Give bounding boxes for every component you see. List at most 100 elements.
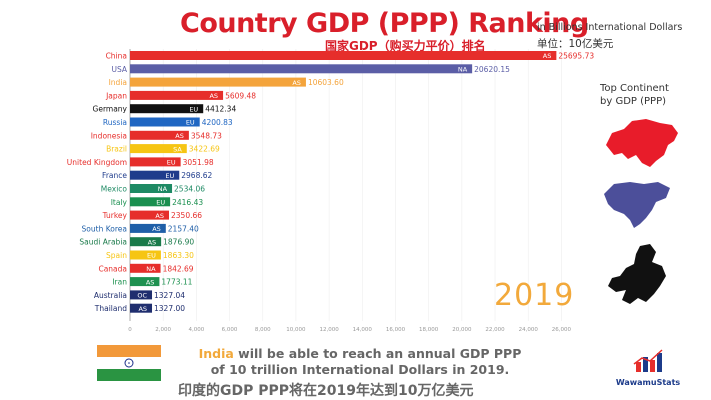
india-flag-icon xyxy=(97,345,161,381)
continent-code-label: EU xyxy=(167,159,176,167)
bar-canada xyxy=(130,263,161,273)
x-tick-label: 0 xyxy=(128,327,132,333)
bar-russia xyxy=(130,117,200,127)
continent-code-label: AS xyxy=(175,132,184,140)
category-label: Mexico xyxy=(101,185,128,194)
category-label: Turkey xyxy=(102,211,128,220)
bar-australia xyxy=(130,290,153,300)
category-label: USA xyxy=(111,65,127,74)
continent-code-label: AS xyxy=(292,79,301,87)
x-tick-label: 18,000 xyxy=(419,327,439,333)
asia-map-icon xyxy=(606,119,678,167)
bar-italy xyxy=(130,197,171,207)
x-tick-label: 6,000 xyxy=(222,327,238,333)
footer-text: will be able to reach an annual GDP PPP … xyxy=(210,346,522,377)
continent-code-label: EU xyxy=(147,252,156,260)
value-label: 2534.06 xyxy=(174,185,205,194)
continent-code-label: AS xyxy=(543,52,552,60)
category-label: Russia xyxy=(103,118,127,127)
value-label: 3051.98 xyxy=(183,158,214,167)
logo-text: WawamuStats xyxy=(615,378,681,387)
value-label: 1863.30 xyxy=(163,251,194,260)
bar-united-kingdom xyxy=(130,157,181,167)
bar-mexico xyxy=(130,184,173,193)
value-label: 20620.15 xyxy=(474,65,510,74)
footer-caption-cn: 印度的GDP PPP将在2019年达到10万亿美元 xyxy=(178,383,474,399)
logo-chart-icon xyxy=(633,349,663,372)
x-tick-label: 14,000 xyxy=(353,327,373,333)
chart-title: Country GDP (PPP) Ranking xyxy=(180,8,589,39)
category-label: Indonesia xyxy=(91,131,127,140)
bar-usa xyxy=(130,64,473,74)
x-tick-label: 16,000 xyxy=(386,327,406,333)
continent-code-label: EU xyxy=(189,105,198,113)
x-tick-label: 24,000 xyxy=(519,327,539,333)
value-label: 2968.62 xyxy=(181,171,212,180)
north-america-map-icon xyxy=(604,182,670,228)
bar-spain xyxy=(130,250,161,260)
x-tick-label: 20,000 xyxy=(452,327,472,333)
category-label: Saudi Arabia xyxy=(79,238,127,247)
value-label: 1327.00 xyxy=(154,304,185,313)
continent-code-label: NA xyxy=(158,185,168,193)
x-tick-label: 26,000 xyxy=(552,327,572,333)
bar-saudi-arabia xyxy=(130,237,162,247)
continent-code-label: NA xyxy=(458,66,468,74)
value-label: 3422.69 xyxy=(189,145,220,154)
category-label: Thailand xyxy=(94,304,127,313)
europe-map-icon xyxy=(608,244,666,304)
category-label: Spain xyxy=(106,251,127,260)
bar-south-korea xyxy=(130,223,166,233)
category-label: India xyxy=(109,78,127,87)
value-label: 1327.04 xyxy=(154,291,185,300)
category-label: China xyxy=(106,52,127,61)
value-label: 25695.73 xyxy=(558,52,594,61)
continent-code-label: AS xyxy=(155,212,164,220)
unit-label-cn: 单位：10亿美元 xyxy=(537,38,614,50)
continent-code-label: NA xyxy=(146,265,156,273)
value-label: 4200.83 xyxy=(202,118,233,127)
value-label: 1842.69 xyxy=(163,264,194,273)
bar-france xyxy=(130,170,180,180)
category-label: Canada xyxy=(98,264,127,273)
continent-code-label: SA xyxy=(173,145,182,153)
continent-code-label: EU xyxy=(186,119,195,127)
category-label: Germany xyxy=(93,105,128,114)
continent-code-label: AS xyxy=(138,305,147,313)
bar-germany xyxy=(130,104,204,114)
continent-code-label: AS xyxy=(209,92,218,100)
continent-code-label: AS xyxy=(152,225,161,233)
bar-brazil xyxy=(130,144,187,154)
unit-label: in Billions International Dollars xyxy=(537,22,683,33)
x-tick-label: 4,000 xyxy=(188,327,204,333)
year-label: 2019 xyxy=(494,278,575,313)
bar-japan xyxy=(130,90,224,100)
bar-thailand xyxy=(130,303,153,313)
category-label: Australia xyxy=(94,291,127,300)
continent-code-label: EU xyxy=(156,199,165,207)
x-tick-label: 10,000 xyxy=(286,327,306,333)
value-label: 1876.90 xyxy=(163,238,194,247)
bar-china xyxy=(130,51,557,60)
bar-indonesia xyxy=(130,130,189,140)
continent-code-label: EU xyxy=(165,172,174,180)
category-label: Iran xyxy=(112,278,127,287)
continent-code-label: OC xyxy=(137,292,147,300)
logo: WawamuStats xyxy=(613,348,683,387)
bar-turkey xyxy=(130,210,170,220)
footer-caption: India will be able to reach an annual GD… xyxy=(195,346,525,378)
continent-code-label: AS xyxy=(146,278,155,286)
category-label: Italy xyxy=(111,198,128,207)
category-label: Japan xyxy=(105,91,127,100)
category-label: South Korea xyxy=(82,224,127,233)
value-label: 2157.40 xyxy=(168,224,199,233)
continent-code-label: AS xyxy=(148,238,157,246)
value-label: 10603.60 xyxy=(308,78,344,87)
value-label: 3548.73 xyxy=(191,131,222,140)
value-label: 4412.34 xyxy=(205,105,236,114)
bar-india xyxy=(130,77,306,87)
value-label: 5609.48 xyxy=(225,91,256,100)
category-label: France xyxy=(102,171,127,180)
value-label: 1773.11 xyxy=(161,278,192,287)
